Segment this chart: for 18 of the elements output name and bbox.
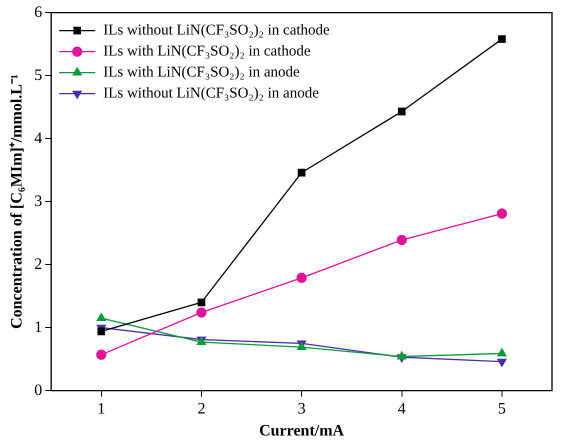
x-tick-label: 5: [498, 400, 506, 418]
x-axis-title: Current/mA: [259, 422, 345, 440]
y-tick-label: 6: [34, 4, 42, 21]
legend-label: ILs without LiN(CF₃SO₂)₂ in cathode: [103, 22, 330, 39]
legend-label: ILs with LiN(CF₃SO₂)₂ in anode: [103, 64, 300, 81]
y-axis-title: Concentration of [C₆MIm]⁺/mmol.L⁻¹: [8, 74, 26, 329]
y-tick-label: 3: [34, 192, 42, 210]
x-tick-label: 1: [97, 400, 106, 418]
legend-label: ILs with LiN(CF₃SO₂)₂ in cathode: [103, 44, 311, 60]
y-tick-label: 0: [34, 382, 42, 399]
y-tick-label: 5: [34, 66, 42, 84]
y-tick-label: 2: [34, 256, 42, 273]
x-tick-label: 3: [298, 400, 306, 418]
y-tick-label: 4: [34, 130, 42, 147]
x-tick-label: 2: [197, 400, 206, 418]
legend-label: ILs without LiN(CF₃SO₂)₂ in anode: [103, 86, 320, 102]
x-tick-label: 4: [398, 400, 406, 418]
y-tick-label: 1: [34, 318, 42, 336]
